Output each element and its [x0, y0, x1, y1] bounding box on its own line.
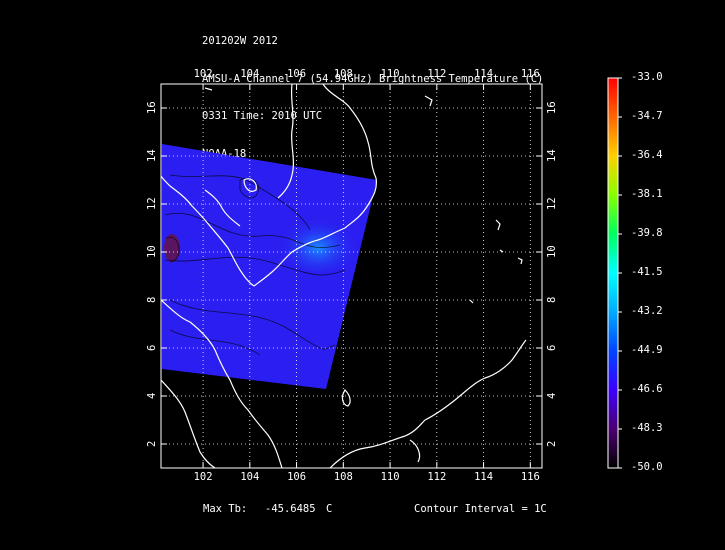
swath-layer: [162, 144, 377, 389]
lat-tick-label: 10: [546, 245, 558, 259]
lat-tick-label: 16: [146, 101, 158, 115]
storm-id-title: 201202W 2012: [202, 35, 278, 47]
colorbar-tick-label: -44.9: [631, 344, 663, 356]
coastline: [161, 84, 527, 468]
plot-frame: [160, 83, 543, 469]
lon-tick-label: 108: [333, 471, 353, 483]
lat-tick-label: 6: [146, 344, 158, 352]
lat-tick-label: 16: [546, 101, 558, 115]
lat-tick-label: 12: [146, 197, 158, 211]
lat-tick-label: 8: [546, 296, 558, 304]
colorbar-tick-label: -34.7: [631, 110, 663, 122]
tick-marks: [161, 77, 622, 469]
lon-tick-label: 114: [474, 68, 494, 80]
colorbar-tick-label: -33.0: [631, 71, 663, 83]
colorbar-tick-label: -43.2: [631, 305, 663, 317]
lon-tick-label: 102: [193, 68, 213, 80]
lon-tick-label: 106: [287, 68, 307, 80]
lon-tick-label: 112: [427, 68, 447, 80]
graticule: [161, 84, 542, 468]
lat-tick-label: 2: [146, 440, 158, 448]
colorbar-tick-label: -38.1: [631, 188, 663, 200]
lat-tick-label: 4: [146, 392, 158, 400]
lon-tick-label: 102: [193, 471, 213, 483]
max-tb-label: Max Tb:: [203, 503, 248, 515]
colorbar-tick-label: -39.8: [631, 227, 663, 239]
lat-tick-label: 14: [146, 149, 158, 163]
cold-spot: [164, 234, 180, 262]
lat-tick-label: 6: [546, 344, 558, 352]
colorbar-tick-label: -41.5: [631, 266, 663, 278]
brightness-swath: [162, 144, 377, 389]
lon-tick-label: 116: [520, 471, 540, 483]
max-tb-unit: C: [326, 503, 333, 515]
lon-tick-label: 110: [380, 471, 400, 483]
lat-tick-label: 8: [146, 296, 158, 304]
lat-tick-label: 14: [546, 149, 558, 163]
lon-tick-label: 106: [287, 471, 307, 483]
time-title: 0331 Time: 2010 UTC: [202, 110, 323, 122]
max-tb-value: -45.6485: [265, 503, 316, 515]
lon-tick-label: 108: [333, 68, 353, 80]
lon-tick-label: 114: [474, 471, 494, 483]
lon-tick-label: 104: [240, 471, 260, 483]
lon-tick-label: 104: [240, 68, 260, 80]
lon-tick-label: 112: [427, 471, 447, 483]
lon-tick-label: 116: [520, 68, 540, 80]
lat-tick-label: 12: [546, 197, 558, 211]
warm-region: [282, 212, 362, 272]
contour-interval: Contour Interval = 1C: [414, 503, 547, 515]
colorbar-tick-label: -46.6: [631, 383, 663, 395]
colorbar-tick-label: -48.3: [631, 422, 663, 434]
lat-tick-label: 2: [546, 440, 558, 448]
lon-tick-label: 110: [380, 68, 400, 80]
colorbar-tick-label: -36.4: [631, 149, 663, 161]
lat-tick-label: 4: [546, 392, 558, 400]
colorbar-tick-label: -50.0: [631, 461, 663, 473]
lat-tick-label: 10: [146, 245, 158, 259]
channel-title: AMSU-A Channel 7 (54.94GHz) Brightness T…: [202, 72, 544, 85]
colorbar: [608, 78, 618, 468]
colorbar-frame: [607, 77, 619, 469]
